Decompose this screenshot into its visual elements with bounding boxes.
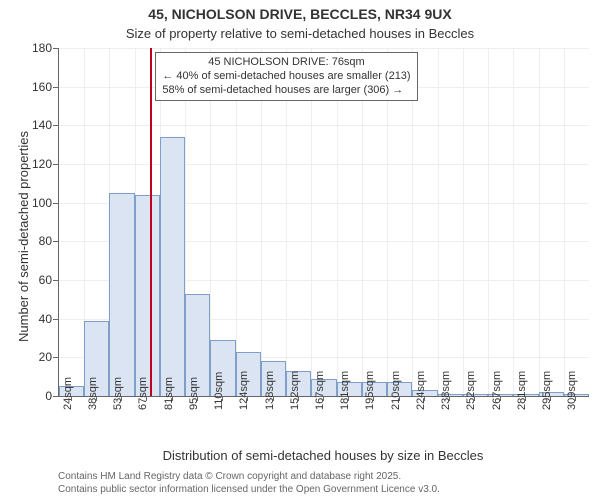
y-tick-mark bbox=[53, 203, 58, 204]
footer-line-1: Contains HM Land Registry data © Crown c… bbox=[58, 470, 440, 483]
grid-line-v bbox=[488, 48, 489, 396]
footer-line-2: Contains public sector information licen… bbox=[58, 483, 440, 496]
y-tick-mark bbox=[53, 396, 58, 397]
grid-line-v bbox=[438, 48, 439, 396]
y-tick-label: 0 bbox=[22, 389, 52, 403]
chart-title: 45, NICHOLSON DRIVE, BECCLES, NR34 9UX bbox=[0, 6, 600, 22]
bar bbox=[109, 193, 134, 396]
grid-line-v bbox=[539, 48, 540, 396]
y-tick-label: 140 bbox=[22, 118, 52, 132]
y-tick-label: 60 bbox=[22, 273, 52, 287]
y-tick-mark bbox=[53, 48, 58, 49]
y-tick-label: 100 bbox=[22, 196, 52, 210]
y-tick-label: 20 bbox=[22, 350, 52, 364]
chart-container: { "title": "45, NICHOLSON DRIVE, BECCLES… bbox=[0, 0, 600, 500]
grid-line-h bbox=[59, 164, 589, 165]
grid-line-v bbox=[564, 48, 565, 396]
grid-line-h bbox=[59, 125, 589, 126]
bar bbox=[135, 195, 160, 396]
y-tick-label: 80 bbox=[22, 234, 52, 248]
annotation-line-3: 58% of semi-detached houses are larger (… bbox=[162, 84, 410, 98]
y-tick-mark bbox=[53, 280, 58, 281]
y-tick-mark bbox=[53, 357, 58, 358]
footer-text: Contains HM Land Registry data © Crown c… bbox=[58, 470, 440, 496]
y-tick-mark bbox=[53, 319, 58, 320]
grid-line-v bbox=[513, 48, 514, 396]
chart-subtitle: Size of property relative to semi-detach… bbox=[0, 26, 600, 41]
y-tick-mark bbox=[53, 87, 58, 88]
y-tick-mark bbox=[53, 125, 58, 126]
annotation-line-1: 45 NICHOLSON DRIVE: 76sqm bbox=[162, 56, 410, 70]
grid-line-h bbox=[59, 48, 589, 49]
grid-line-v bbox=[463, 48, 464, 396]
bar bbox=[160, 137, 185, 396]
y-tick-mark bbox=[53, 164, 58, 165]
annotation-box: 45 NICHOLSON DRIVE: 76sqm ← 40% of semi-… bbox=[155, 52, 417, 101]
y-tick-mark bbox=[53, 241, 58, 242]
y-tick-label: 180 bbox=[22, 41, 52, 55]
x-axis-label: Distribution of semi-detached houses by … bbox=[58, 448, 588, 463]
y-tick-label: 160 bbox=[22, 80, 52, 94]
y-tick-label: 120 bbox=[22, 157, 52, 171]
annotation-line-2: ← 40% of semi-detached houses are smalle… bbox=[162, 70, 410, 84]
y-tick-label: 40 bbox=[22, 312, 52, 326]
reference-line bbox=[150, 48, 152, 396]
